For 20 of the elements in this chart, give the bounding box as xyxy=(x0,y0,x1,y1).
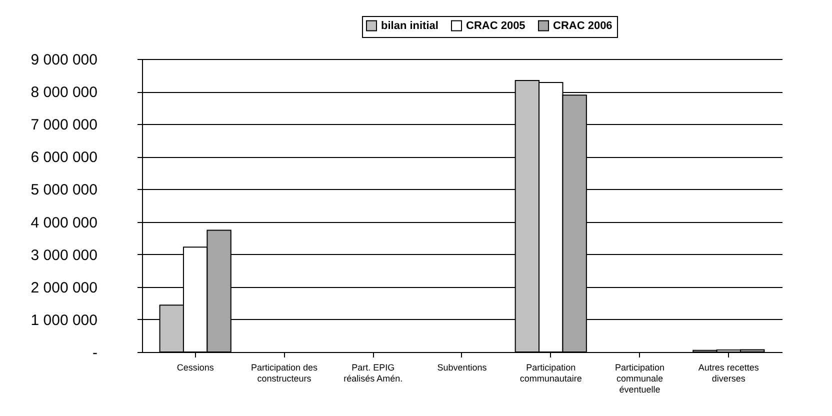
x-tick-label: Participation communautaire xyxy=(520,362,582,384)
legend-label: CRAC 2005 xyxy=(466,20,526,32)
y-tick-label: - xyxy=(92,344,98,362)
x-tick-label: Part. EPIG réalisés Amén. xyxy=(344,362,403,384)
y-tick-label: 2 000 000 xyxy=(30,279,98,296)
y-tick-label: 6 000 000 xyxy=(30,149,98,166)
y-tick-label: 7 000 000 xyxy=(30,116,98,134)
x-tick-label: Cessions xyxy=(176,362,214,372)
x-tick-label: Participation des constructeurs xyxy=(250,362,318,384)
y-tick-label: 3 000 000 xyxy=(30,246,98,264)
x-tick-label: Participation communale éventuelle xyxy=(615,362,665,394)
y-tick-label: 1 000 000 xyxy=(30,312,98,329)
x-tick-label: Subventions xyxy=(437,362,488,372)
y-tick-label: 4 000 000 xyxy=(30,214,98,232)
y-tick-label: 8 000 000 xyxy=(30,84,98,102)
legend-label: bilan initial xyxy=(381,20,438,32)
y-tick-label: 9 000 000 xyxy=(30,52,98,68)
legend-label: CRAC 2006 xyxy=(553,20,612,32)
x-tick-label: Autres recettes diverses xyxy=(698,362,760,384)
y-tick-label: 5 000 000 xyxy=(30,182,98,199)
